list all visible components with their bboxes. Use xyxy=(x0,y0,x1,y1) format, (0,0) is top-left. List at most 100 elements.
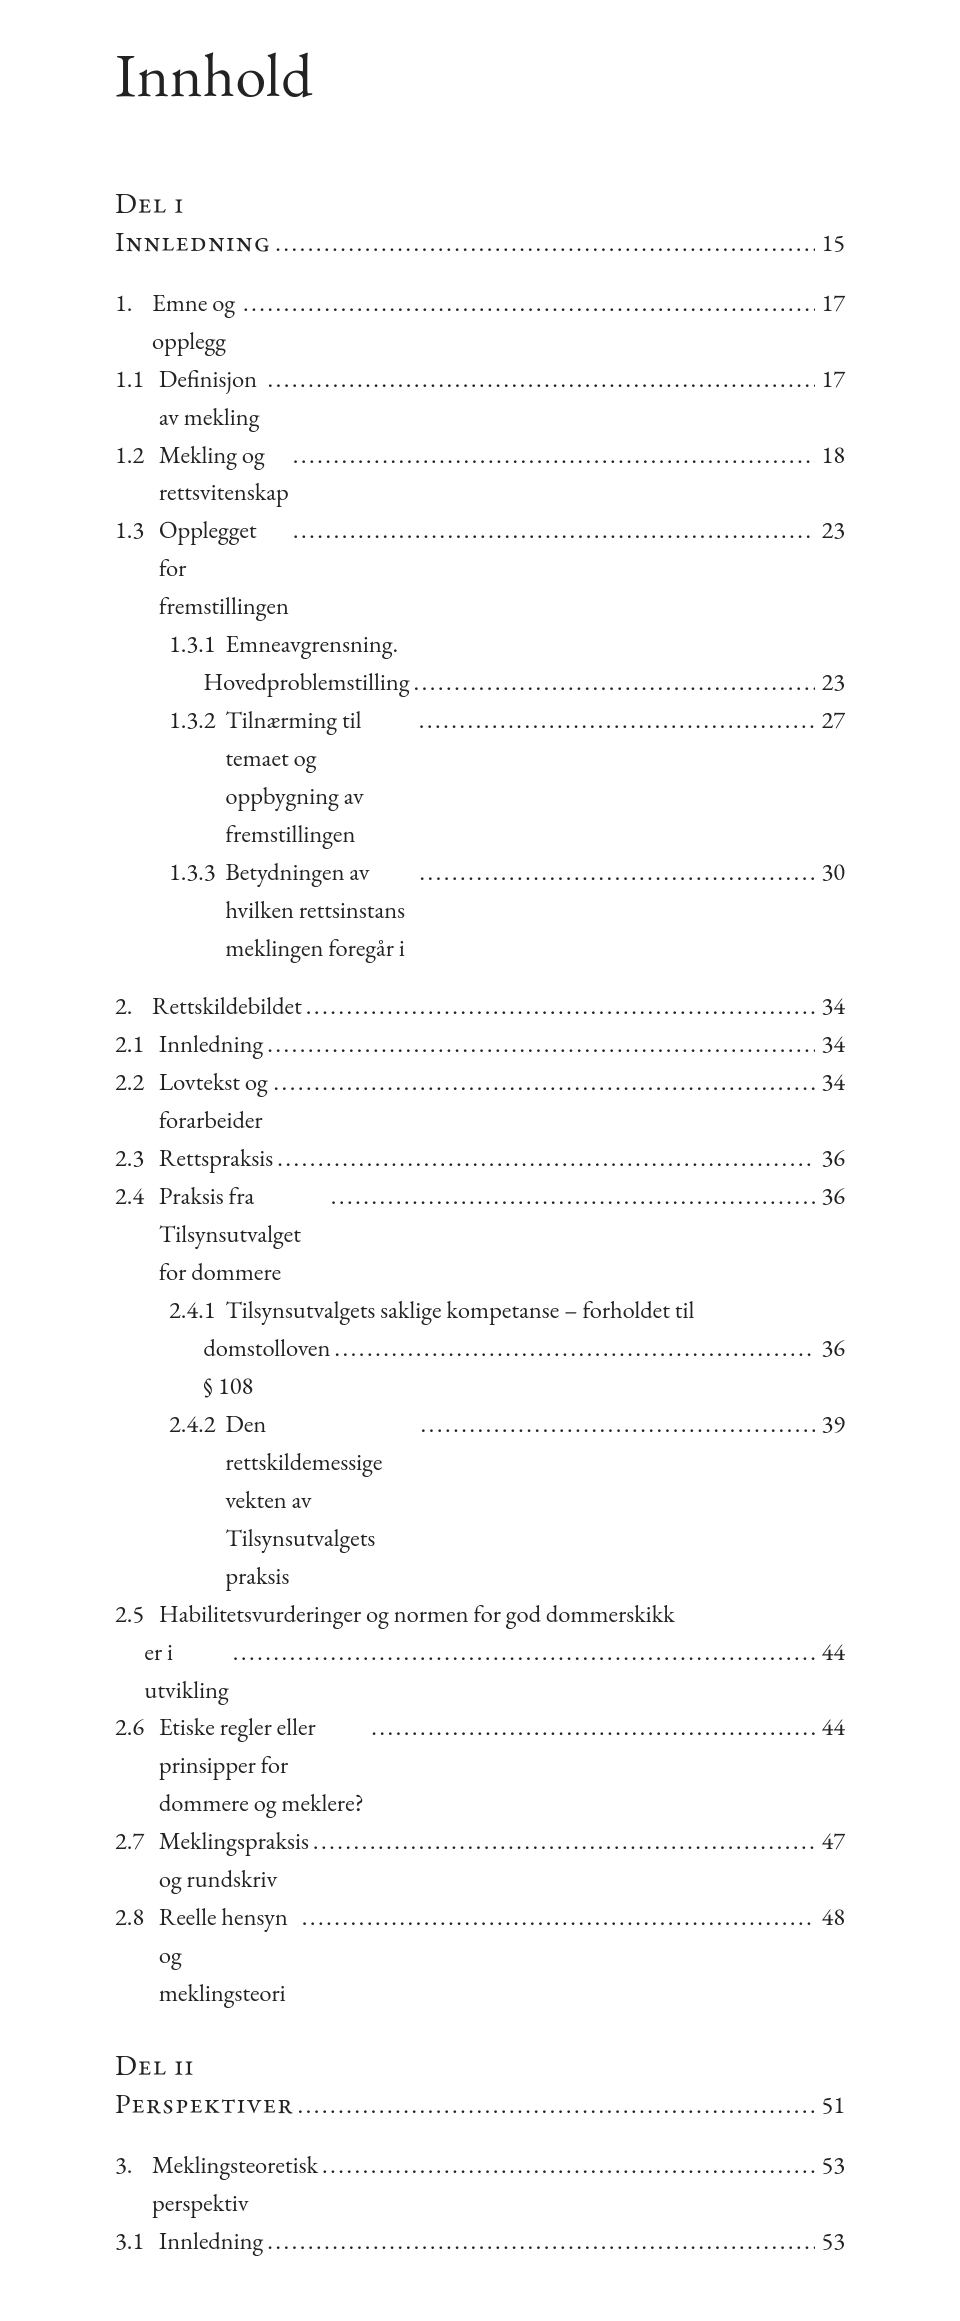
toc-text: Betydningen av hvilken rettsinstans mekl… xyxy=(225,854,415,968)
toc-number: 3. xyxy=(115,2147,152,2185)
toc-number xyxy=(169,1330,203,1368)
toc-entry: 1.1 Definisjon av mekling17 xyxy=(115,361,845,437)
toc-entry: 2.8 Reelle hensyn og meklingsteori48 xyxy=(115,1899,845,2013)
toc-number: 2.1 xyxy=(115,1026,159,1064)
toc-number: 2.4.2 xyxy=(169,1406,225,1444)
toc-page-number: 39 xyxy=(815,1406,845,1444)
part-label: Del i xyxy=(115,185,845,221)
toc-leader-dots xyxy=(273,1140,815,1178)
toc-number: 2.2 xyxy=(115,1064,159,1102)
toc-entry: 2.6 Etiske regler eller prinsipper for d… xyxy=(115,1709,845,1823)
toc-text: Opplegget for fremstillingen xyxy=(159,512,289,626)
toc-number: 2.3 xyxy=(115,1140,159,1178)
toc-text: Praksis fra Tilsynsutvalget for dommere xyxy=(159,1178,327,1292)
toc-page-number: 18 xyxy=(815,437,845,475)
toc-page-number: 53 xyxy=(815,2147,845,2185)
toc-leader-dots xyxy=(263,361,815,399)
toc-entry: 3. Meklingsteoretisk perspektiv 53 xyxy=(115,2147,845,2223)
toc-leader-dots xyxy=(263,1026,815,1064)
toc-number: 2.4.1 xyxy=(169,1292,225,1330)
toc-leader-dots xyxy=(271,225,815,263)
toc-page-number: 34 xyxy=(815,1064,845,1102)
toc-entry-last-line: domstolloven § 108 36 xyxy=(115,1330,845,1406)
toc-gap xyxy=(115,2013,845,2047)
toc-page-number: 30 xyxy=(815,854,845,892)
toc-text: Rettskildebildet xyxy=(152,988,302,1026)
toc-number: 2.6 xyxy=(115,1709,159,1747)
toc-leader-dots xyxy=(239,285,815,323)
toc-text: Habilitetsvurderinger og normen for god … xyxy=(159,1596,675,1634)
toc-number xyxy=(169,664,203,702)
toc-leader-dots xyxy=(289,437,815,475)
toc-number: 1.3.1 xyxy=(169,626,225,664)
toc-leader-dots xyxy=(330,1330,815,1368)
toc-entry: 1.3.3 Betydningen av hvilken rettsinstan… xyxy=(115,854,845,968)
toc-entry: Perspektiver51 xyxy=(115,2083,845,2126)
toc-gap xyxy=(115,2127,845,2147)
toc-number: 1.1 xyxy=(115,361,159,399)
toc-entry: Innledning15 xyxy=(115,221,845,264)
toc-leader-dots xyxy=(409,664,815,702)
toc-text: Meklingspraksis og rundskriv xyxy=(159,1823,309,1899)
toc-text: Etiske regler eller prinsipper for domme… xyxy=(159,1709,367,1823)
toc-leader-dots xyxy=(302,988,815,1026)
toc-entry: 2.4 Praksis fra Tilsynsutvalget for domm… xyxy=(115,1178,845,1292)
toc-body: Del iInnledning151. Emne og opplegg171.1… xyxy=(115,185,845,2261)
toc-leader-dots xyxy=(417,1406,815,1444)
toc-entry: 2.1 Innledning 34 xyxy=(115,1026,845,1064)
toc-entry: 1.2 Mekling og rettsvitenskap18 xyxy=(115,437,845,513)
toc-page-number: 36 xyxy=(815,1330,845,1368)
toc-text: Tilsynsutvalgets saklige kompetanse – fo… xyxy=(225,1292,694,1330)
toc-text: Innledning xyxy=(159,2223,263,2261)
toc-text: Emneavgrensning. xyxy=(225,626,398,664)
toc-leader-dots xyxy=(298,1899,815,1937)
toc-page-number: 53 xyxy=(815,2223,845,2261)
part-label: Del ii xyxy=(115,2047,845,2083)
toc-text: Meklingsteoretisk perspektiv xyxy=(152,2147,318,2223)
toc-number: 2.7 xyxy=(115,1823,159,1861)
toc-number: 1.3.3 xyxy=(169,854,225,892)
toc-entry: 2. Rettskildebildet 34 xyxy=(115,988,845,1026)
toc-number: 2.5 xyxy=(115,1596,159,1634)
toc-text: Tilnærming til temaet og oppbygning av f… xyxy=(225,702,414,854)
toc-page-number: 44 xyxy=(815,1634,845,1672)
toc-leader-dots xyxy=(415,702,815,740)
toc-text: Hovedproblemstilling xyxy=(203,664,409,702)
toc-gap xyxy=(115,265,845,285)
toc-page-number: 17 xyxy=(815,285,845,323)
toc-text: Innledning xyxy=(159,1026,263,1064)
toc-text: Perspektiver xyxy=(115,2083,293,2126)
toc-entry: 1.3.2 Tilnærming til temaet og oppbygnin… xyxy=(115,702,845,854)
toc-leader-dots xyxy=(263,2223,815,2261)
toc-entry: 2.2 Lovtekst og forarbeider 34 xyxy=(115,1064,845,1140)
toc-text: Innledning xyxy=(115,221,271,264)
toc-text: Emne og opplegg xyxy=(152,285,239,361)
toc-page-number: 23 xyxy=(815,512,845,550)
toc-entry: 3.1 Innledning53 xyxy=(115,2223,845,2261)
toc-number: 2. xyxy=(115,988,152,1026)
toc-leader-dots xyxy=(367,1709,815,1747)
toc-number: 1.3.2 xyxy=(169,702,225,740)
toc-page: Innhold Del iInnledning151. Emne og oppl… xyxy=(0,0,960,2321)
toc-page-number: 34 xyxy=(815,1026,845,1064)
toc-gap xyxy=(115,968,845,988)
toc-leader-dots xyxy=(289,512,815,550)
toc-entry-last-line: Hovedproblemstilling23 xyxy=(115,664,845,702)
toc-page-number: 48 xyxy=(815,1899,845,1937)
toc-number: 2.8 xyxy=(115,1899,159,1937)
toc-entry: 2.5 Habilitetsvurderinger og normen for … xyxy=(115,1596,845,1710)
toc-entry: 1.3 Opplegget for fremstillingen 23 xyxy=(115,512,845,626)
toc-text: Lovtekst og forarbeider xyxy=(159,1064,270,1140)
toc-text: Den rettskildemessige vekten av Tilsynsu… xyxy=(225,1406,416,1596)
toc-page-number: 44 xyxy=(815,1709,845,1747)
toc-page-number: 34 xyxy=(815,988,845,1026)
toc-entry: 2.7 Meklingspraksis og rundskriv47 xyxy=(115,1823,845,1899)
toc-entry-line: 1.3.1 Emneavgrensning. xyxy=(115,626,845,664)
toc-text: domstolloven § 108 xyxy=(203,1330,330,1406)
toc-leader-dots xyxy=(269,1064,815,1102)
toc-text: er i utvikling xyxy=(144,1634,228,1710)
toc-text: Rettspraksis xyxy=(159,1140,273,1178)
toc-number: 1.3 xyxy=(115,512,159,550)
toc-entry-line: 2.4.1 Tilsynsutvalgets saklige kompetans… xyxy=(115,1292,845,1330)
toc-page-number: 27 xyxy=(815,702,845,740)
